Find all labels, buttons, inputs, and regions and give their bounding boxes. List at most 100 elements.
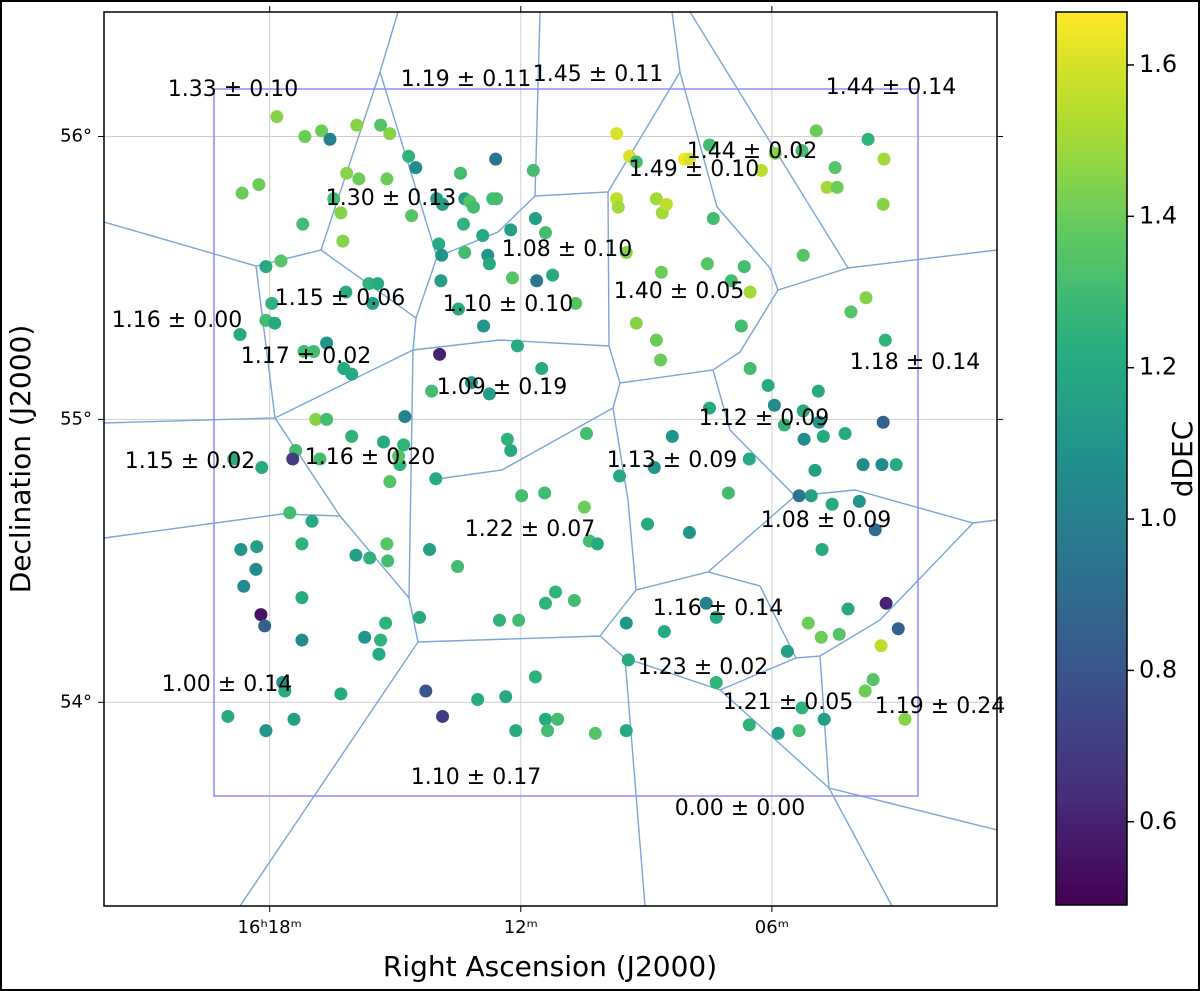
point	[538, 712, 552, 726]
point	[809, 124, 823, 138]
cell-annotation: 1.17 ± 0.02	[241, 344, 371, 369]
point	[665, 429, 679, 443]
point	[815, 543, 829, 557]
colorbar-tick-label: 1.0	[1139, 504, 1177, 532]
point	[464, 376, 478, 390]
point	[377, 435, 391, 449]
point	[397, 438, 411, 452]
point	[456, 217, 470, 231]
x-tick-label: 16ʰ18ᵐ	[238, 917, 302, 938]
point	[423, 543, 437, 557]
point	[295, 633, 309, 647]
cell-annotation: 1.16 ± 0.20	[305, 445, 435, 470]
point	[268, 316, 282, 330]
point	[298, 129, 312, 143]
point	[451, 302, 465, 316]
point	[709, 676, 723, 689]
colorbar	[1055, 11, 1128, 906]
point	[832, 627, 846, 641]
point	[270, 110, 284, 124]
point	[467, 200, 481, 214]
point	[657, 625, 671, 639]
point	[876, 415, 890, 429]
point	[866, 673, 880, 687]
point	[828, 161, 842, 175]
point	[250, 540, 264, 554]
cell-annotation: 1.09 ± 0.19	[437, 375, 567, 400]
point	[419, 684, 433, 698]
point	[398, 410, 412, 424]
point	[817, 712, 831, 726]
point	[577, 500, 591, 514]
point	[286, 452, 300, 466]
point	[249, 562, 263, 576]
point	[392, 449, 406, 463]
cell-annotation: 1.49 ± 0.10	[629, 157, 759, 182]
cell-annotation: 1.45 ± 0.11	[533, 62, 663, 87]
colorbar-tick-label: 0.6	[1139, 807, 1177, 835]
point	[265, 296, 279, 310]
point	[489, 152, 503, 166]
point	[307, 344, 321, 358]
point	[891, 622, 905, 636]
point	[795, 144, 809, 158]
point	[629, 155, 643, 169]
point	[649, 333, 663, 347]
point	[654, 265, 668, 279]
point	[734, 319, 748, 333]
point	[619, 724, 633, 738]
point	[323, 132, 337, 146]
y-tick-label: 54°	[60, 691, 92, 712]
point	[889, 458, 903, 472]
cell-annotation: 1.19 ± 0.24	[875, 694, 1005, 719]
point	[295, 591, 309, 605]
point	[879, 596, 893, 610]
point	[621, 653, 635, 667]
point	[383, 475, 397, 489]
point	[374, 118, 388, 132]
point	[258, 619, 272, 633]
point	[590, 537, 604, 551]
point	[383, 127, 397, 141]
point	[647, 460, 661, 474]
point	[868, 523, 882, 537]
point	[771, 726, 785, 740]
y-tick-label: 56°	[60, 125, 92, 146]
point	[425, 384, 439, 398]
cell-annotation: 1.15 ± 0.06	[275, 286, 405, 311]
point	[234, 543, 248, 557]
point	[761, 378, 775, 392]
point	[838, 427, 852, 441]
point	[227, 452, 241, 466]
point	[352, 172, 366, 186]
point	[610, 127, 624, 141]
point	[350, 118, 364, 132]
point	[780, 644, 794, 658]
x-axis-title: Right Ascension (J2000)	[383, 950, 717, 983]
field-boundary	[213, 88, 919, 797]
point	[490, 192, 504, 206]
point	[429, 472, 443, 486]
point	[611, 200, 625, 214]
point	[613, 469, 627, 483]
point	[278, 684, 292, 698]
point	[703, 401, 717, 415]
point	[528, 670, 542, 684]
point	[724, 274, 738, 288]
point	[283, 506, 297, 520]
point	[313, 452, 327, 466]
cell-annotation: 1.22 ± 0.07	[465, 517, 595, 542]
point	[315, 124, 329, 138]
point	[309, 412, 323, 426]
point	[795, 701, 809, 715]
point	[504, 444, 518, 458]
point	[812, 415, 826, 429]
point	[451, 560, 465, 574]
point	[413, 610, 427, 624]
point	[435, 248, 449, 262]
point	[379, 616, 393, 630]
point	[274, 254, 288, 268]
point	[792, 724, 806, 738]
